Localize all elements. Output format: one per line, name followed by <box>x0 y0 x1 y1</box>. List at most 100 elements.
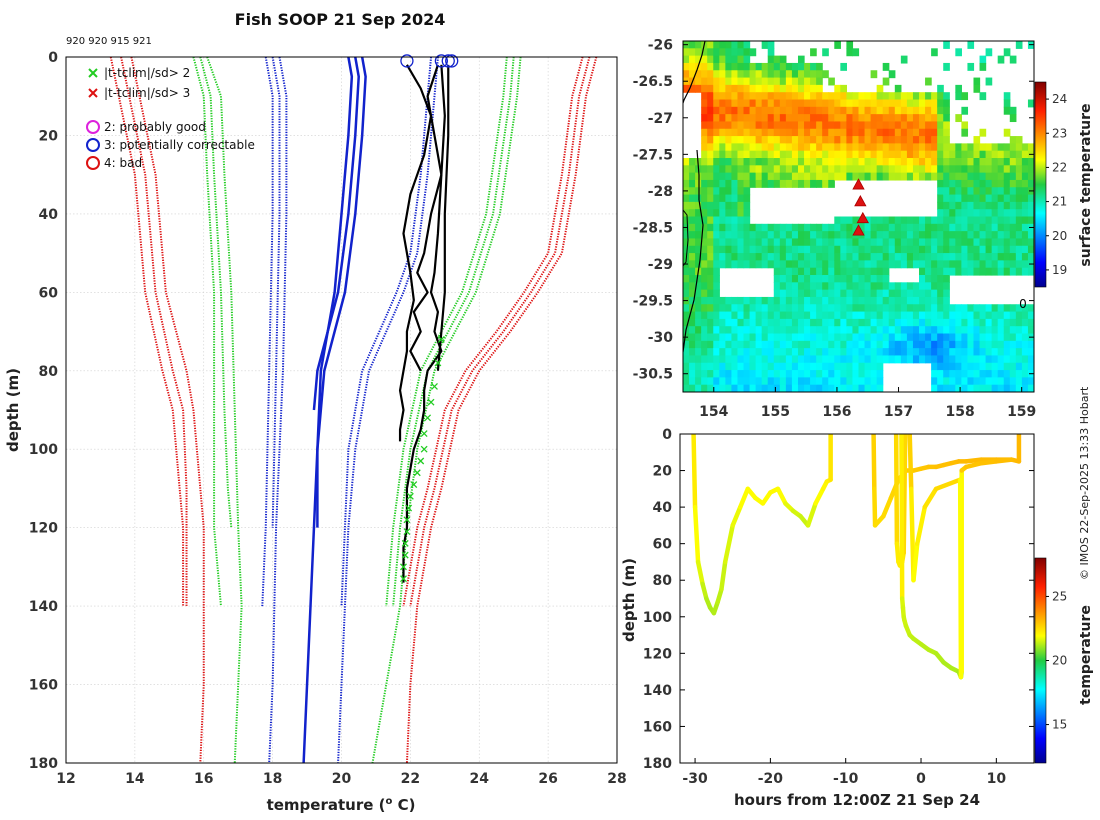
clim-3sd-low-b <box>120 57 188 607</box>
sst-cell <box>852 318 860 327</box>
sst-cell <box>725 348 733 357</box>
clim-1sd-low-a <box>261 57 274 607</box>
map-x-tick-label: 159 <box>1007 404 1036 420</box>
sst-cell <box>810 128 817 137</box>
sst-cell <box>755 348 763 357</box>
sst-cell <box>791 70 799 79</box>
sst-cell <box>864 106 872 115</box>
coastline-south <box>683 149 704 353</box>
track-segment <box>957 477 964 680</box>
sst-cell <box>961 201 969 210</box>
sst-cell <box>773 231 781 240</box>
sst-cell <box>797 304 805 313</box>
sst-cell <box>967 318 975 327</box>
sst-cell <box>949 201 956 210</box>
map-tick-labels: 154 155 156 157 158 159-26-26.5-27-27.5-28-28… <box>633 38 1037 420</box>
sst-cell <box>985 238 993 247</box>
sst-cell <box>737 41 745 49</box>
sst-cell <box>1021 143 1029 152</box>
sst-cell <box>719 304 726 313</box>
sst-cell <box>737 333 745 342</box>
sst-cell <box>979 370 987 378</box>
sst-cell <box>852 172 860 181</box>
sst-cell <box>997 326 1005 335</box>
sst-cell <box>683 62 690 71</box>
sst-cell <box>931 121 938 130</box>
sst-cell <box>894 106 902 115</box>
sst-cell <box>725 194 733 203</box>
sst-cell <box>961 253 969 261</box>
sst-cell <box>985 377 993 386</box>
sst-cell <box>852 275 860 283</box>
sst-cell <box>949 216 956 225</box>
sst-cell <box>1015 187 1023 196</box>
sst-cell <box>822 289 829 298</box>
sst-cell <box>810 179 817 188</box>
sst-cell <box>749 150 757 159</box>
sst-cell <box>937 150 944 159</box>
coastline-north <box>683 41 706 104</box>
sst-cell <box>1027 245 1034 254</box>
sst-cell <box>870 136 878 144</box>
sst-cell <box>707 172 714 181</box>
sst-cell <box>791 282 799 291</box>
sst-cell <box>785 318 793 327</box>
sst-cell <box>707 121 714 130</box>
sst-cell <box>822 150 829 159</box>
sst-cell <box>979 92 987 101</box>
map-panel: 0 154 155 156 157 158 159-26-26.5-27-27.5-28-… <box>633 38 1094 420</box>
sst-cell <box>858 172 866 181</box>
sst-cell <box>737 77 745 86</box>
sst-cell <box>791 275 799 283</box>
sst-cell <box>828 318 835 327</box>
sst-cell <box>955 216 962 225</box>
sst-cell <box>943 326 950 335</box>
sst-cell <box>797 267 805 276</box>
sst-cell <box>1027 194 1034 203</box>
sst-cell <box>725 172 733 181</box>
sst-cell <box>719 121 726 130</box>
sst-colorbar-tick-label: 24 <box>1052 92 1067 106</box>
sst-cell <box>937 209 944 218</box>
sst-cell <box>761 165 769 174</box>
sst-cell <box>864 275 872 283</box>
sst-cell <box>731 150 739 159</box>
sst-cell <box>906 158 914 166</box>
sst-cell <box>1015 136 1023 144</box>
sst-cell <box>1009 209 1017 218</box>
sst-cell <box>713 187 720 196</box>
sst-cell <box>719 377 726 386</box>
sst-cell <box>1027 238 1034 247</box>
sst-cell <box>937 158 944 166</box>
profile-3 <box>402 64 446 583</box>
clim-2sd-high-a <box>385 57 508 607</box>
sst-cell <box>858 311 866 320</box>
track-segment <box>894 541 901 565</box>
sst-cell <box>797 158 805 166</box>
sst-cell <box>713 77 720 86</box>
sst-cell <box>725 216 733 225</box>
sst-cell <box>755 179 763 188</box>
sst-cell <box>840 267 847 276</box>
sst-cell <box>894 355 902 364</box>
sst-cell <box>834 99 841 108</box>
sst-cell <box>689 355 696 364</box>
sst-cell <box>731 114 739 123</box>
sst-cell <box>1027 348 1034 357</box>
sst-cell <box>797 333 805 342</box>
sst-cell <box>785 165 793 174</box>
sst-cell <box>767 348 775 357</box>
sst-cell <box>973 136 981 144</box>
sst-cell <box>876 158 884 166</box>
sst-cell <box>810 355 817 364</box>
sst-cell <box>689 194 696 203</box>
sst-cell <box>785 143 793 152</box>
sst-cell <box>761 362 769 371</box>
sst-cell <box>1003 216 1011 225</box>
sst-cell <box>779 384 787 392</box>
sst-cell <box>822 355 829 364</box>
sst-cell <box>888 340 896 349</box>
sst-cell <box>882 289 890 298</box>
sst-cell <box>931 253 938 261</box>
sst-cell <box>1003 194 1011 203</box>
